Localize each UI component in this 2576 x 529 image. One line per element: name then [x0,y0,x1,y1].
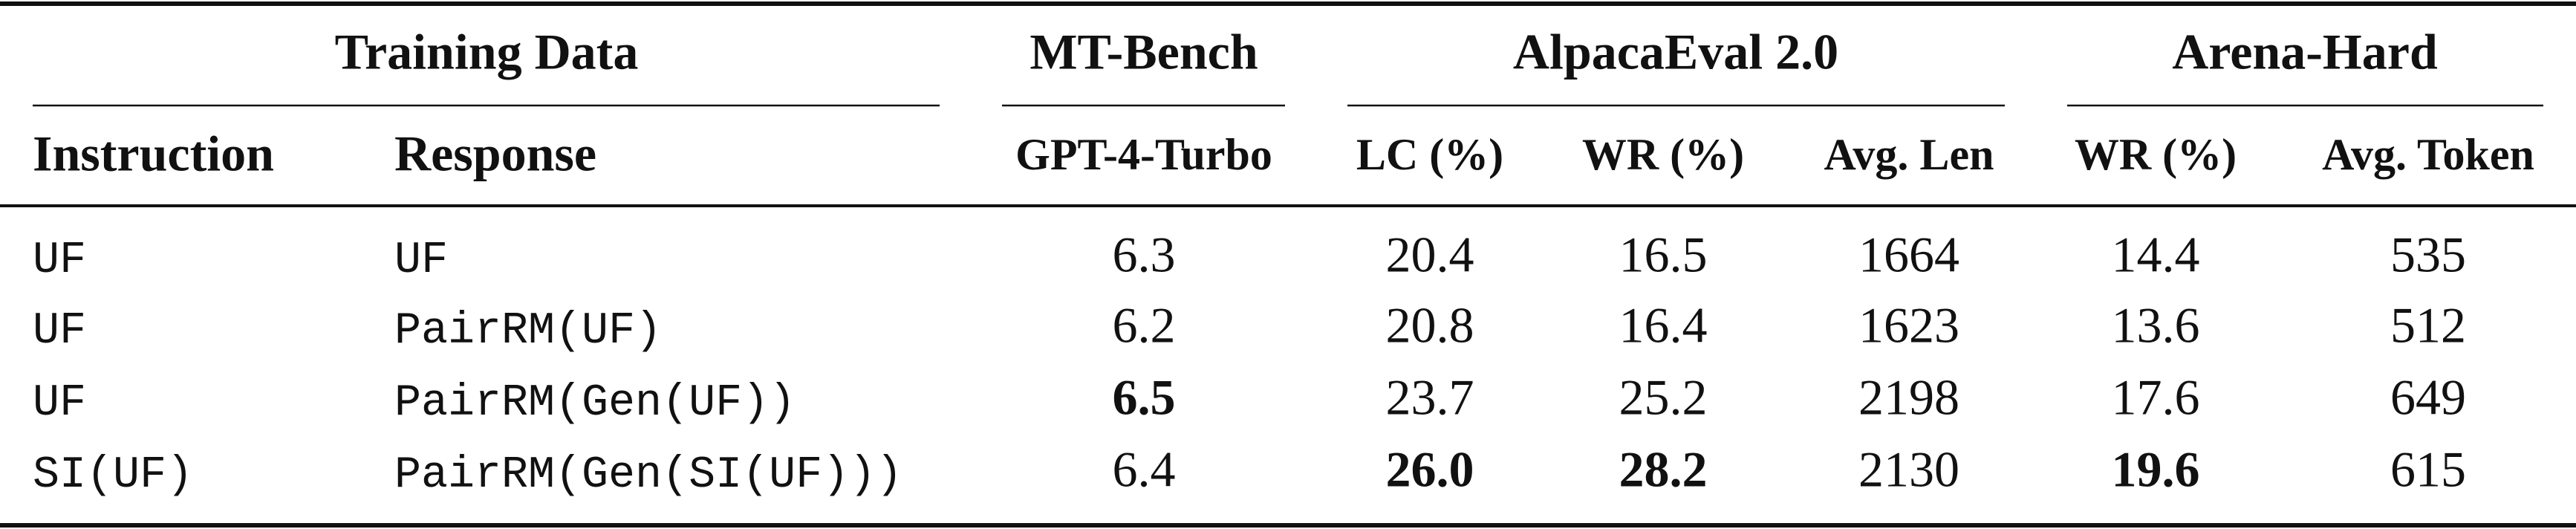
column-header: WR (%) [2075,130,2237,179]
cell: 16.5 [1619,227,1708,283]
cell: UF [33,378,86,429]
cell: 2130 [1858,441,1959,498]
cell: UF [394,236,448,286]
cell: 13.6 [2112,297,2200,354]
column-header: Instruction [33,126,274,182]
cell: 615 [2390,441,2466,498]
cell: 28.2 [1619,441,1708,498]
cell: UF [33,306,86,357]
cell: 1623 [1858,297,1959,354]
column-header: Avg. Len [1824,130,1994,179]
cell: 20.8 [1386,297,1474,354]
cell: 6.3 [1113,227,1176,283]
cell: 1664 [1858,227,1959,283]
cell: 2198 [1858,369,1959,426]
cell: 25.2 [1619,369,1708,426]
group-header: Training Data [335,24,639,80]
cell: 535 [2390,227,2466,283]
column-header: GPT-4-Turbo [1015,130,1272,179]
cell: 19.6 [2112,441,2200,498]
cell: 14.4 [2112,227,2200,283]
cell: 17.6 [2112,369,2200,426]
cell: PairRM(UF) [394,306,662,357]
cell: 6.5 [1113,369,1176,426]
group-header: AlpacaEval 2.0 [1513,24,1838,80]
cell: 23.7 [1386,369,1474,426]
cell: 26.0 [1386,441,1474,498]
column-header: Avg. Token [2322,130,2534,179]
cell: 20.4 [1386,227,1474,283]
cell: 512 [2390,297,2466,354]
cell: PairRM(Gen(SI(UF))) [394,450,902,501]
column-header: Response [394,126,596,182]
group-header: Arena-Hard [2172,24,2438,80]
cell: 16.4 [1619,297,1708,354]
column-header: WR (%) [1582,130,1744,179]
column-header: LC (%) [1356,130,1503,179]
group-header: MT-Bench [1030,24,1258,80]
cell: 6.4 [1113,441,1176,498]
cell: UF [33,236,86,286]
cell: PairRM(Gen(UF)) [394,378,796,429]
cell: 649 [2390,369,2466,426]
cell: 6.2 [1113,297,1176,354]
cell: SI(UF) [33,450,193,501]
